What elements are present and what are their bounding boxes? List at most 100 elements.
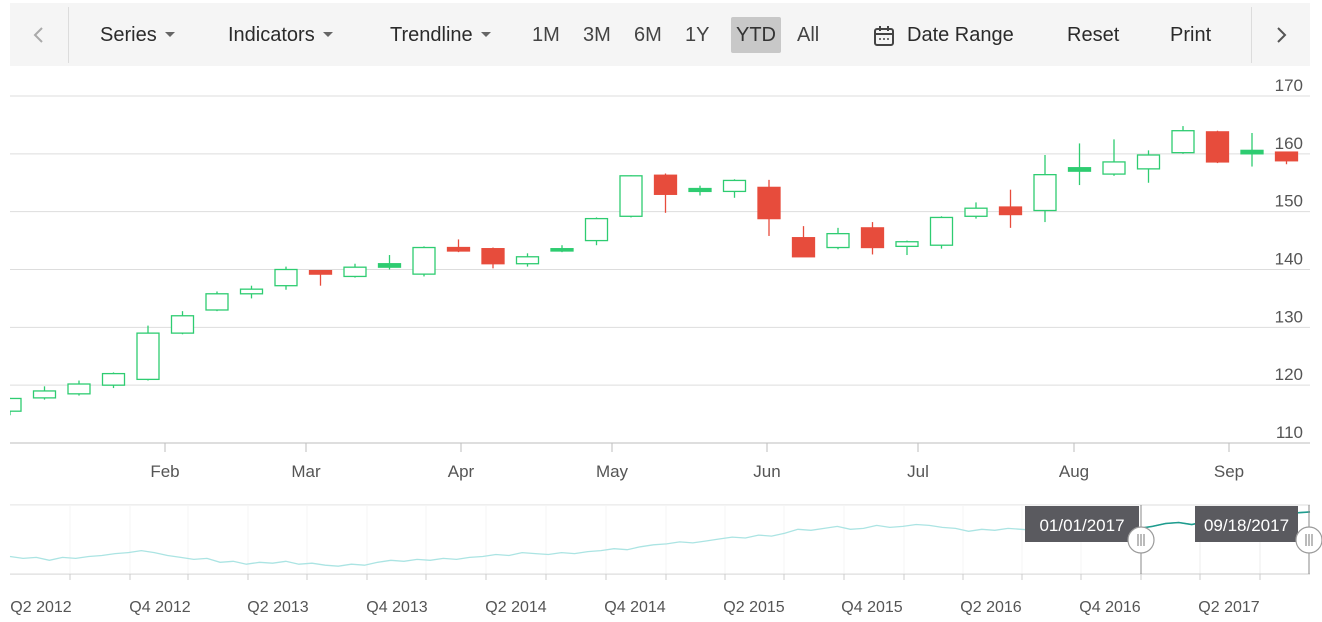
print-button[interactable]: Print bbox=[1170, 24, 1212, 46]
candle-body bbox=[446, 246, 471, 252]
y-tick-label: 160 bbox=[1275, 134, 1303, 153]
x-tick-label: Apr bbox=[448, 462, 475, 481]
candle bbox=[136, 325, 160, 381]
candle-body bbox=[1205, 131, 1230, 163]
period-1y-button[interactable]: 1Y bbox=[685, 24, 710, 46]
candle-body bbox=[274, 268, 298, 287]
plot-right-spacer bbox=[1310, 70, 1322, 170]
indicators-dropdown[interactable]: Indicators bbox=[228, 17, 333, 53]
range-end-tooltip-text: 09/18/2017 bbox=[1204, 516, 1289, 535]
navigator-label: Q2 2012 bbox=[10, 599, 71, 616]
y-tick-label: 140 bbox=[1275, 250, 1303, 269]
candle-body bbox=[343, 266, 367, 278]
chevron-left-icon bbox=[33, 27, 43, 43]
navigator-label: Q4 2013 bbox=[366, 599, 427, 616]
period-6m-button[interactable]: 6M bbox=[634, 24, 662, 46]
caret-down-icon bbox=[164, 31, 175, 37]
candle bbox=[584, 217, 609, 246]
candle bbox=[1205, 130, 1230, 164]
date-range-button[interactable]: Date Range bbox=[873, 17, 1014, 53]
indicators-label: Indicators bbox=[228, 24, 315, 46]
candle bbox=[757, 179, 781, 236]
y-tick-label: 150 bbox=[1275, 192, 1303, 211]
candle bbox=[205, 291, 229, 312]
period-ytd-button[interactable]: YTD bbox=[731, 17, 781, 53]
candle-body bbox=[136, 332, 160, 381]
y-tick-label: 110 bbox=[1276, 423, 1303, 442]
y-tick-label: 120 bbox=[1275, 365, 1303, 384]
reset-button[interactable]: Reset bbox=[1067, 24, 1120, 46]
x-axis: Feb Mar Apr May Jun Jul Aug Sep bbox=[150, 443, 1244, 481]
candle-body bbox=[929, 216, 954, 246]
navigator-label: Q4 2014 bbox=[604, 599, 665, 616]
y-axis: 110 120 130 140 150 160 170 bbox=[1275, 76, 1303, 442]
candle-body bbox=[1033, 174, 1057, 212]
range-start-handle[interactable] bbox=[1127, 505, 1155, 574]
range-start-tooltip: 01/01/2017 bbox=[1025, 506, 1139, 542]
y-tick-label: 130 bbox=[1275, 307, 1303, 326]
candle-body bbox=[101, 372, 126, 386]
candle bbox=[170, 311, 195, 335]
chevron-right-icon bbox=[1277, 27, 1287, 43]
navigator-label: Q4 2015 bbox=[841, 599, 902, 616]
candle bbox=[377, 255, 402, 270]
candle-body bbox=[1274, 151, 1299, 162]
candle-body bbox=[757, 186, 781, 220]
navigator-unselected-shade bbox=[10, 505, 1140, 574]
candlestick-series bbox=[0, 70, 1322, 450]
grid-lines bbox=[10, 95, 1310, 444]
candle-body bbox=[791, 237, 816, 258]
candle bbox=[481, 247, 505, 269]
candle-body bbox=[722, 179, 747, 193]
range-start-tooltip-text: 01/01/2017 bbox=[1039, 516, 1124, 535]
candle-body bbox=[1102, 161, 1126, 175]
period-all-button[interactable]: All bbox=[797, 24, 820, 46]
candle bbox=[826, 227, 850, 250]
candle bbox=[1033, 154, 1057, 223]
x-tick-label: Jun bbox=[753, 462, 780, 481]
candle-body bbox=[515, 256, 540, 265]
candle-body bbox=[205, 293, 229, 311]
x-tick-label: Mar bbox=[291, 462, 321, 481]
trendline-label: Trendline bbox=[390, 24, 473, 46]
navigator-label: Q2 2017 bbox=[1198, 599, 1259, 616]
chart-toolbar: Series Indicators Trendline 1M 3M 6M 1Y … bbox=[10, 3, 1310, 66]
x-tick-label: May bbox=[596, 462, 629, 481]
candle bbox=[274, 266, 298, 290]
range-end-handle[interactable] bbox=[1295, 505, 1322, 574]
x-tick-label: Feb bbox=[150, 462, 179, 481]
candle bbox=[791, 226, 816, 258]
scroll-left-button[interactable] bbox=[10, 7, 69, 63]
candle bbox=[688, 185, 712, 196]
series-dropdown[interactable]: Series bbox=[100, 17, 175, 53]
scroll-right-button[interactable] bbox=[1251, 7, 1310, 63]
range-navigator[interactable]: Q2 2012 Q4 2012 Q2 2013 Q4 2013 Q2 2014 Q4 20… bbox=[9, 504, 1322, 616]
period-3m-button[interactable]: 3M bbox=[583, 24, 611, 46]
candle bbox=[860, 222, 885, 255]
candle bbox=[101, 372, 126, 389]
candle-body bbox=[67, 383, 91, 395]
candle-body bbox=[584, 217, 609, 242]
range-end-tooltip: 09/18/2017 bbox=[1195, 506, 1298, 542]
candle bbox=[619, 175, 643, 218]
calendar-icon bbox=[874, 26, 894, 46]
candle-body bbox=[1240, 149, 1264, 155]
candle bbox=[550, 245, 574, 253]
candle bbox=[653, 173, 678, 213]
range-start-tooltip-bg bbox=[1025, 506, 1139, 542]
caret-down-icon bbox=[480, 31, 491, 37]
candle-body bbox=[964, 207, 988, 217]
candle bbox=[446, 239, 471, 253]
candle-body bbox=[481, 248, 505, 265]
navigator-label: Q2 2016 bbox=[960, 599, 1021, 616]
candle bbox=[1171, 126, 1195, 154]
candle bbox=[1136, 150, 1161, 183]
candle bbox=[895, 240, 919, 256]
candle-body bbox=[170, 315, 195, 334]
candle-body bbox=[377, 263, 402, 268]
trendline-dropdown[interactable]: Trendline bbox=[390, 17, 491, 53]
candle-body bbox=[860, 227, 885, 249]
date-range-label: Date Range bbox=[907, 24, 1014, 46]
period-1m-button[interactable]: 1M bbox=[532, 24, 560, 46]
candle bbox=[1274, 151, 1299, 165]
